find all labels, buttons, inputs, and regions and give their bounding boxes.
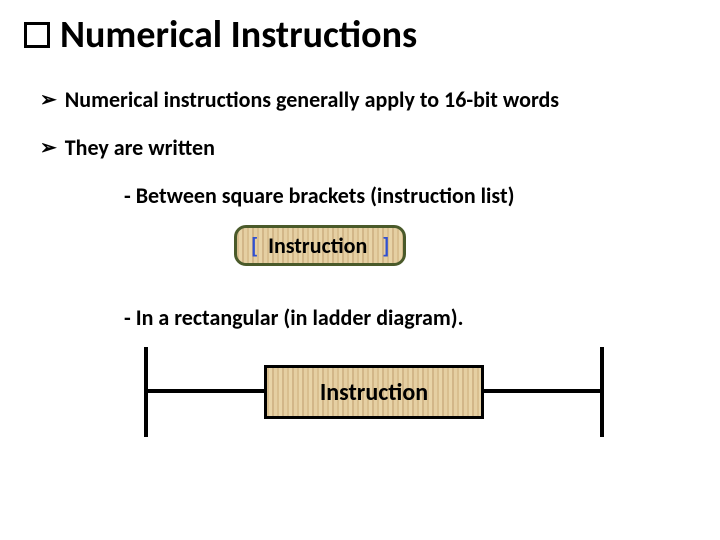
square-bullet-icon	[24, 22, 50, 48]
ladder-instruction-box: Instruction	[264, 365, 484, 419]
open-bracket: [	[251, 232, 258, 259]
bullet-row-2: ➢ They are written	[40, 134, 696, 162]
subline-2: - In a rectangular (in ladder diagram).	[124, 304, 696, 331]
slide-title: Numerical Instructions	[60, 12, 417, 58]
ladder-diagram: Instruction	[144, 347, 604, 437]
bullet-row-1: ➢ Numerical instructions generally apply…	[40, 86, 696, 114]
ladder-line-left	[148, 389, 264, 393]
close-bracket: ]	[382, 232, 389, 259]
ladder-rail-right	[600, 347, 604, 437]
instruction-list-box: [ Instruction ]	[234, 225, 406, 266]
arrow-bullet-icon: ➢	[40, 86, 57, 114]
arrow-bullet-icon: ➢	[40, 134, 57, 162]
instruction-box2-label: Instruction	[320, 378, 428, 407]
slide-content: Numerical Instructions ➢ Numerical instr…	[0, 0, 720, 461]
ladder-line-right	[484, 389, 600, 393]
bullet-text-2: They are written	[65, 134, 215, 161]
bullet-text-1: Numerical instructions generally apply t…	[65, 86, 559, 113]
subline-1: - Between square brackets (instruction l…	[124, 182, 696, 209]
title-row: Numerical Instructions	[24, 12, 696, 58]
instruction-box1-label: Instruction	[268, 232, 367, 259]
